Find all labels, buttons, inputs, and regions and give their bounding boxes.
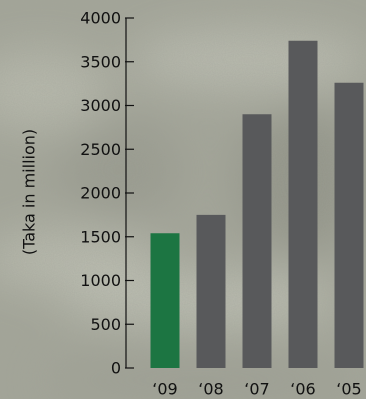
bar [288, 40, 318, 368]
y-tick-label: 3500 [80, 52, 121, 71]
bar [334, 82, 364, 368]
bars [150, 40, 364, 368]
y-tick-label: 2500 [80, 140, 121, 159]
bar [196, 214, 226, 368]
y-axis-title: (Taka in million) [20, 129, 39, 255]
y-tick-label: 2000 [80, 184, 121, 203]
y-tick-label: 1500 [80, 227, 121, 246]
x-tick-label: ‘07 [244, 380, 269, 399]
y-tick-label: 3000 [80, 96, 121, 115]
bar [150, 233, 180, 368]
x-tick-label: ‘08 [198, 380, 223, 399]
bar [242, 114, 272, 368]
x-tick-label: ‘05 [336, 380, 361, 399]
x-tick-label: ‘06 [290, 380, 315, 399]
y-tick-label: 1000 [80, 271, 121, 290]
y-axis: 0 500 1000 1500 2000 2500 3000 3500 4000 [80, 9, 134, 378]
y-tick-label: 500 [90, 315, 121, 334]
y-tick-label: 0 [111, 359, 121, 378]
y-tick-label: 4000 [80, 9, 121, 28]
x-axis-labels: ‘09 ‘08 ‘07 ‘06 ‘05 [152, 380, 361, 399]
x-tick-label: ‘09 [152, 380, 177, 399]
